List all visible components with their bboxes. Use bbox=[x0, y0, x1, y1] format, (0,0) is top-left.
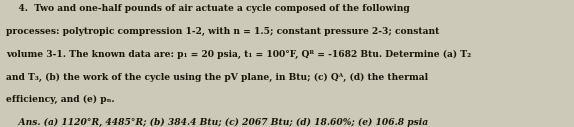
Text: and T₃, (b) the work of the cycle using the pV plane, in Btu; (c) Qᴬ, (d) the th: and T₃, (b) the work of the cycle using … bbox=[6, 72, 428, 82]
Text: volume 3-1. The known data are: p₁ = 20 psia, t₁ = 100°F, Qᴿ = -1682 Btu. Determ: volume 3-1. The known data are: p₁ = 20 … bbox=[6, 50, 471, 59]
Text: 4.  Two and one-half pounds of air actuate a cycle composed of the following: 4. Two and one-half pounds of air actuat… bbox=[6, 4, 409, 13]
Text: efficiency, and (e) pₙ.: efficiency, and (e) pₙ. bbox=[6, 95, 114, 104]
Text: processes: polytropic compression 1-2, with n = 1.5; constant pressure 2-3; cons: processes: polytropic compression 1-2, w… bbox=[6, 27, 439, 36]
Text: Ans. (a) 1120°R, 4485°R; (b) 384.4 Btu; (c) 2067 Btu; (d) 18.60%; (e) 106.8 psia: Ans. (a) 1120°R, 4485°R; (b) 384.4 Btu; … bbox=[6, 118, 428, 127]
